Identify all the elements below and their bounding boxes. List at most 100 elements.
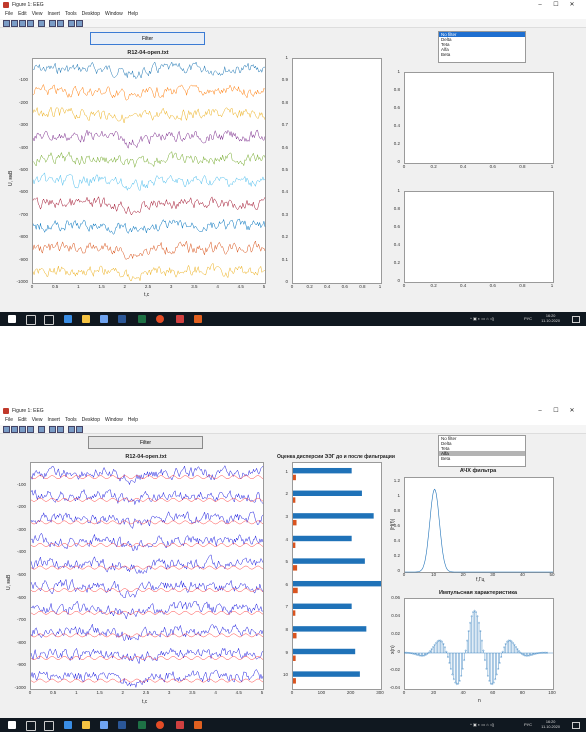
filter-button[interactable]: Filter bbox=[90, 32, 205, 45]
print-icon[interactable] bbox=[27, 20, 34, 27]
impulse-ytick: 0 bbox=[397, 278, 400, 283]
colorbar-icon[interactable] bbox=[49, 426, 56, 433]
filter-listbox[interactable]: No filter Delta Teta Alfa Beta bbox=[438, 435, 526, 467]
impulse-marker bbox=[495, 673, 498, 676]
menu-edit[interactable]: Edit bbox=[18, 11, 27, 17]
variance-axes[interactable] bbox=[292, 462, 382, 690]
menu-tools[interactable]: Tools bbox=[64, 417, 77, 423]
impulse-axes-empty[interactable] bbox=[404, 191, 554, 283]
notifications-icon[interactable] bbox=[572, 722, 580, 729]
excel-icon[interactable] bbox=[138, 721, 146, 729]
link-icon[interactable] bbox=[38, 426, 45, 433]
save-icon[interactable] bbox=[19, 20, 26, 27]
word-icon[interactable] bbox=[118, 721, 126, 729]
app-icon[interactable] bbox=[100, 721, 108, 729]
legend-icon[interactable] bbox=[57, 20, 64, 27]
task-view-icon[interactable] bbox=[44, 315, 54, 325]
eeg-trace bbox=[30, 554, 264, 574]
open-file-icon[interactable] bbox=[11, 20, 18, 27]
list-item-delta[interactable]: Delta bbox=[441, 441, 452, 446]
maximize-button[interactable]: ☐ bbox=[553, 2, 559, 8]
chrome-icon[interactable] bbox=[156, 721, 164, 729]
language-indicator[interactable]: РУС bbox=[524, 722, 533, 727]
variance-ytick: 0.6 bbox=[281, 144, 288, 150]
list-item-beta[interactable]: Beta bbox=[441, 456, 451, 461]
menu-window[interactable]: Window bbox=[104, 11, 123, 17]
filter-listbox[interactable]: No filter Delta Teta Alfa Beta bbox=[438, 31, 526, 63]
new-figure-icon[interactable] bbox=[3, 426, 10, 433]
impulse-marker bbox=[469, 621, 471, 624]
pointer-icon[interactable] bbox=[68, 20, 75, 27]
chrome-icon[interactable] bbox=[156, 315, 164, 323]
clock: 16:20 11.10.2020 bbox=[541, 720, 560, 730]
notifications-icon[interactable] bbox=[572, 316, 580, 323]
save-icon[interactable] bbox=[19, 426, 26, 433]
menu-edit[interactable]: Edit bbox=[18, 417, 27, 423]
store-icon[interactable] bbox=[64, 721, 72, 729]
plot-tools-icon[interactable] bbox=[76, 20, 83, 27]
explorer-icon[interactable] bbox=[82, 721, 90, 729]
link-icon[interactable] bbox=[38, 20, 45, 27]
variance-axes-empty[interactable] bbox=[292, 58, 382, 284]
maximize-button[interactable]: ☐ bbox=[553, 408, 559, 414]
pdf-icon[interactable] bbox=[176, 315, 184, 323]
plot-tools-icon[interactable] bbox=[76, 426, 83, 433]
list-item-beta[interactable]: Beta bbox=[441, 52, 451, 57]
pointer-icon[interactable] bbox=[68, 426, 75, 433]
minimize-button[interactable]: – bbox=[538, 2, 542, 8]
list-item-no-filter[interactable]: No filter bbox=[439, 32, 525, 37]
menu-view[interactable]: View bbox=[31, 11, 43, 17]
list-item-alfa[interactable]: Alfa bbox=[441, 47, 449, 52]
search-icon[interactable] bbox=[26, 315, 36, 325]
list-item-teta[interactable]: Teta bbox=[441, 42, 450, 47]
menu-insert[interactable]: Insert bbox=[47, 417, 60, 423]
open-file-icon[interactable] bbox=[11, 426, 18, 433]
impulse-axes[interactable] bbox=[404, 598, 554, 690]
minimize-button[interactable]: – bbox=[538, 408, 542, 414]
print-icon[interactable] bbox=[27, 426, 34, 433]
matlab-icon[interactable] bbox=[194, 721, 202, 729]
menu-insert[interactable]: Insert bbox=[47, 11, 60, 17]
menu-window[interactable]: Window bbox=[104, 417, 123, 423]
menu-file[interactable]: File bbox=[5, 417, 14, 423]
close-button[interactable]: ✕ bbox=[569, 408, 575, 414]
matlab-icon[interactable] bbox=[194, 315, 202, 323]
filter-button[interactable]: Filter bbox=[88, 436, 203, 449]
menu-help[interactable]: Help bbox=[127, 417, 139, 423]
menu-tools[interactable]: Tools bbox=[64, 11, 77, 17]
eeg-trace bbox=[30, 465, 264, 486]
impulse-xtick: 0.6 bbox=[489, 283, 496, 288]
close-button[interactable]: ✕ bbox=[569, 2, 575, 8]
impulse-marker bbox=[464, 649, 467, 652]
eeg-axes[interactable] bbox=[32, 58, 266, 284]
pdf-icon[interactable] bbox=[176, 721, 184, 729]
impulse-xtick: 100 bbox=[548, 690, 556, 695]
legend-icon[interactable] bbox=[57, 426, 64, 433]
menu-file[interactable]: File bbox=[5, 11, 14, 17]
menu-desktop[interactable]: Desktop bbox=[81, 417, 100, 423]
eeg-axes[interactable] bbox=[30, 462, 264, 690]
search-icon[interactable] bbox=[26, 721, 36, 731]
colorbar-icon[interactable] bbox=[49, 20, 56, 27]
menu-help[interactable]: Help bbox=[127, 11, 139, 17]
new-figure-icon[interactable] bbox=[3, 20, 10, 27]
app-icon[interactable] bbox=[100, 315, 108, 323]
explorer-icon[interactable] bbox=[82, 315, 90, 323]
list-item-alfa[interactable]: Alfa bbox=[439, 451, 525, 456]
store-icon[interactable] bbox=[64, 315, 72, 323]
menu-view[interactable]: View bbox=[31, 417, 43, 423]
bar-after bbox=[293, 632, 297, 639]
list-item-teta[interactable]: Teta bbox=[441, 446, 450, 451]
start-icon[interactable] bbox=[8, 315, 16, 323]
word-icon[interactable] bbox=[118, 315, 126, 323]
menu-desktop[interactable]: Desktop bbox=[81, 11, 100, 17]
list-item-delta[interactable]: Delta bbox=[441, 37, 452, 42]
freq-response-axes[interactable] bbox=[404, 477, 554, 573]
start-icon[interactable] bbox=[8, 721, 16, 729]
frequency-axes-empty[interactable] bbox=[404, 72, 554, 164]
task-view-icon[interactable] bbox=[44, 721, 54, 731]
language-indicator[interactable]: РУС bbox=[524, 316, 533, 321]
list-item-no-filter[interactable]: No filter bbox=[441, 436, 457, 441]
excel-icon[interactable] bbox=[138, 315, 146, 323]
freq-response-xlabel: f,Гц bbox=[476, 577, 485, 583]
